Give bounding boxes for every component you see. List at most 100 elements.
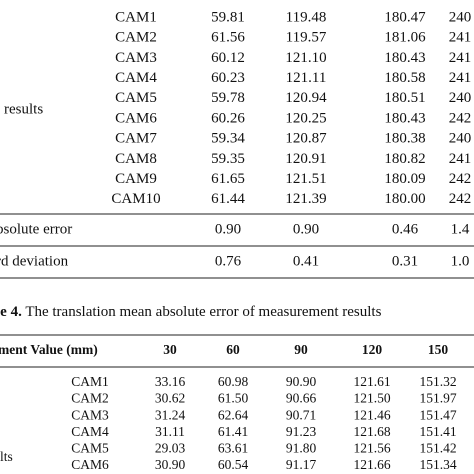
row-label: CAM6 bbox=[71, 457, 109, 472]
cell: 151.34 bbox=[419, 457, 456, 472]
cell: 61.50 bbox=[218, 391, 249, 406]
row-label: rd deviation bbox=[0, 253, 69, 269]
cell: 151.41 bbox=[419, 424, 456, 439]
row-label: CAM3 bbox=[115, 50, 157, 66]
cell: 151.47 bbox=[419, 407, 456, 422]
cell: 90.90 bbox=[286, 374, 317, 389]
cell: 0.90 bbox=[215, 221, 241, 237]
cell: 59.34 bbox=[211, 131, 245, 147]
cell: 180.82 bbox=[384, 151, 425, 167]
cell: 0.90 bbox=[293, 221, 319, 237]
row-label: CAM1 bbox=[71, 374, 109, 389]
cell: 59.35 bbox=[211, 151, 245, 167]
cell: 121.61 bbox=[353, 374, 390, 389]
row-label: bsolute error bbox=[0, 221, 72, 237]
cell: 180.00 bbox=[384, 191, 425, 207]
row-label: CAM1 bbox=[115, 9, 157, 25]
cell: 151.97 bbox=[419, 391, 456, 406]
cell: 91.23 bbox=[286, 424, 317, 439]
cell: 181.06 bbox=[384, 30, 426, 46]
cell: 240 bbox=[449, 90, 472, 106]
cell: 120.94 bbox=[285, 90, 327, 106]
cell: 0.46 bbox=[392, 221, 419, 237]
cell: 63.61 bbox=[218, 440, 248, 455]
cell: 61.41 bbox=[218, 424, 248, 439]
cell: 121.51 bbox=[285, 171, 326, 187]
header-cell: 30 bbox=[163, 342, 177, 357]
cell: 30.62 bbox=[155, 391, 185, 406]
caption-text: The translation mean absolute error of m… bbox=[25, 304, 381, 320]
cell: 30.90 bbox=[155, 457, 186, 472]
header-cell: ment Value (mm) bbox=[0, 342, 98, 357]
cell: 61.65 bbox=[211, 171, 245, 187]
cell: 240 bbox=[449, 131, 472, 147]
cell: 121.50 bbox=[353, 391, 390, 406]
row-label: CAM4 bbox=[115, 70, 157, 86]
header-cell: 150 bbox=[428, 342, 449, 357]
cell: 0.31 bbox=[392, 253, 418, 269]
row-label: CAM4 bbox=[71, 424, 109, 439]
row-label: CAM2 bbox=[71, 391, 109, 406]
cell: 151.32 bbox=[419, 374, 456, 389]
header-cell: 60 bbox=[226, 342, 240, 357]
cell: 121.39 bbox=[285, 191, 326, 207]
cell: 151.42 bbox=[419, 440, 456, 455]
cell: 180.38 bbox=[384, 131, 425, 147]
cell: 60.23 bbox=[211, 70, 245, 86]
cell: 90.66 bbox=[286, 391, 317, 406]
row-label: CAM2 bbox=[115, 30, 157, 46]
cell: 121.10 bbox=[285, 50, 326, 66]
cell: 120.25 bbox=[285, 110, 326, 126]
cell: 121.68 bbox=[353, 424, 390, 439]
cell: 242 bbox=[449, 171, 472, 187]
cell: 241 bbox=[449, 30, 472, 46]
cell: 31.24 bbox=[155, 407, 186, 422]
cell: 61.56 bbox=[211, 30, 245, 46]
cell: 1.4 bbox=[451, 221, 470, 237]
cell: 180.51 bbox=[384, 90, 425, 106]
cell: 0.76 bbox=[215, 253, 242, 269]
cell: 119.57 bbox=[286, 30, 327, 46]
cell: 59.81 bbox=[211, 9, 245, 25]
header-cell: 120 bbox=[362, 342, 383, 357]
cell: 91.17 bbox=[286, 457, 317, 472]
cell: 121.66 bbox=[353, 457, 390, 472]
cell: 240 bbox=[449, 9, 472, 25]
cell: 180.47 bbox=[384, 9, 426, 25]
cell: 242 bbox=[449, 191, 472, 207]
row-label: CAM10 bbox=[111, 191, 160, 207]
row-label: CAM7 bbox=[115, 131, 157, 147]
cell: 1.0 bbox=[451, 253, 470, 269]
cell: 241 bbox=[449, 70, 472, 86]
cell: 121.56 bbox=[353, 440, 390, 455]
row-label: CAM5 bbox=[71, 440, 109, 455]
cell: 121.46 bbox=[353, 407, 390, 422]
cell: 60.26 bbox=[211, 110, 245, 126]
cell: 242 bbox=[449, 110, 472, 126]
caption-label: le 4. bbox=[0, 304, 22, 320]
cell: 91.80 bbox=[286, 440, 317, 455]
cell: 121.11 bbox=[286, 70, 327, 86]
cell: 60.54 bbox=[218, 457, 249, 472]
cell: 0.41 bbox=[293, 253, 319, 269]
header-cell: 90 bbox=[294, 342, 308, 357]
cell: 90.71 bbox=[286, 407, 316, 422]
cell: 120.87 bbox=[285, 131, 327, 147]
cell: 59.78 bbox=[211, 90, 245, 106]
cell: 62.64 bbox=[218, 407, 249, 422]
row-label: CAM6 bbox=[115, 110, 157, 126]
cell: 180.43 bbox=[384, 110, 425, 126]
cell: 241 bbox=[449, 50, 472, 66]
cell: 241 bbox=[449, 151, 472, 167]
row-label: CAM9 bbox=[115, 171, 157, 187]
cell: 33.16 bbox=[155, 374, 186, 389]
cell: 180.58 bbox=[384, 70, 425, 86]
group-label: results bbox=[4, 101, 43, 117]
row-label: CAM3 bbox=[71, 407, 109, 422]
cell: 60.12 bbox=[211, 50, 245, 66]
cell: 180.43 bbox=[384, 50, 425, 66]
group-label: lts bbox=[0, 449, 13, 464]
caption: le 4. The translation mean absolute erro… bbox=[0, 304, 382, 320]
